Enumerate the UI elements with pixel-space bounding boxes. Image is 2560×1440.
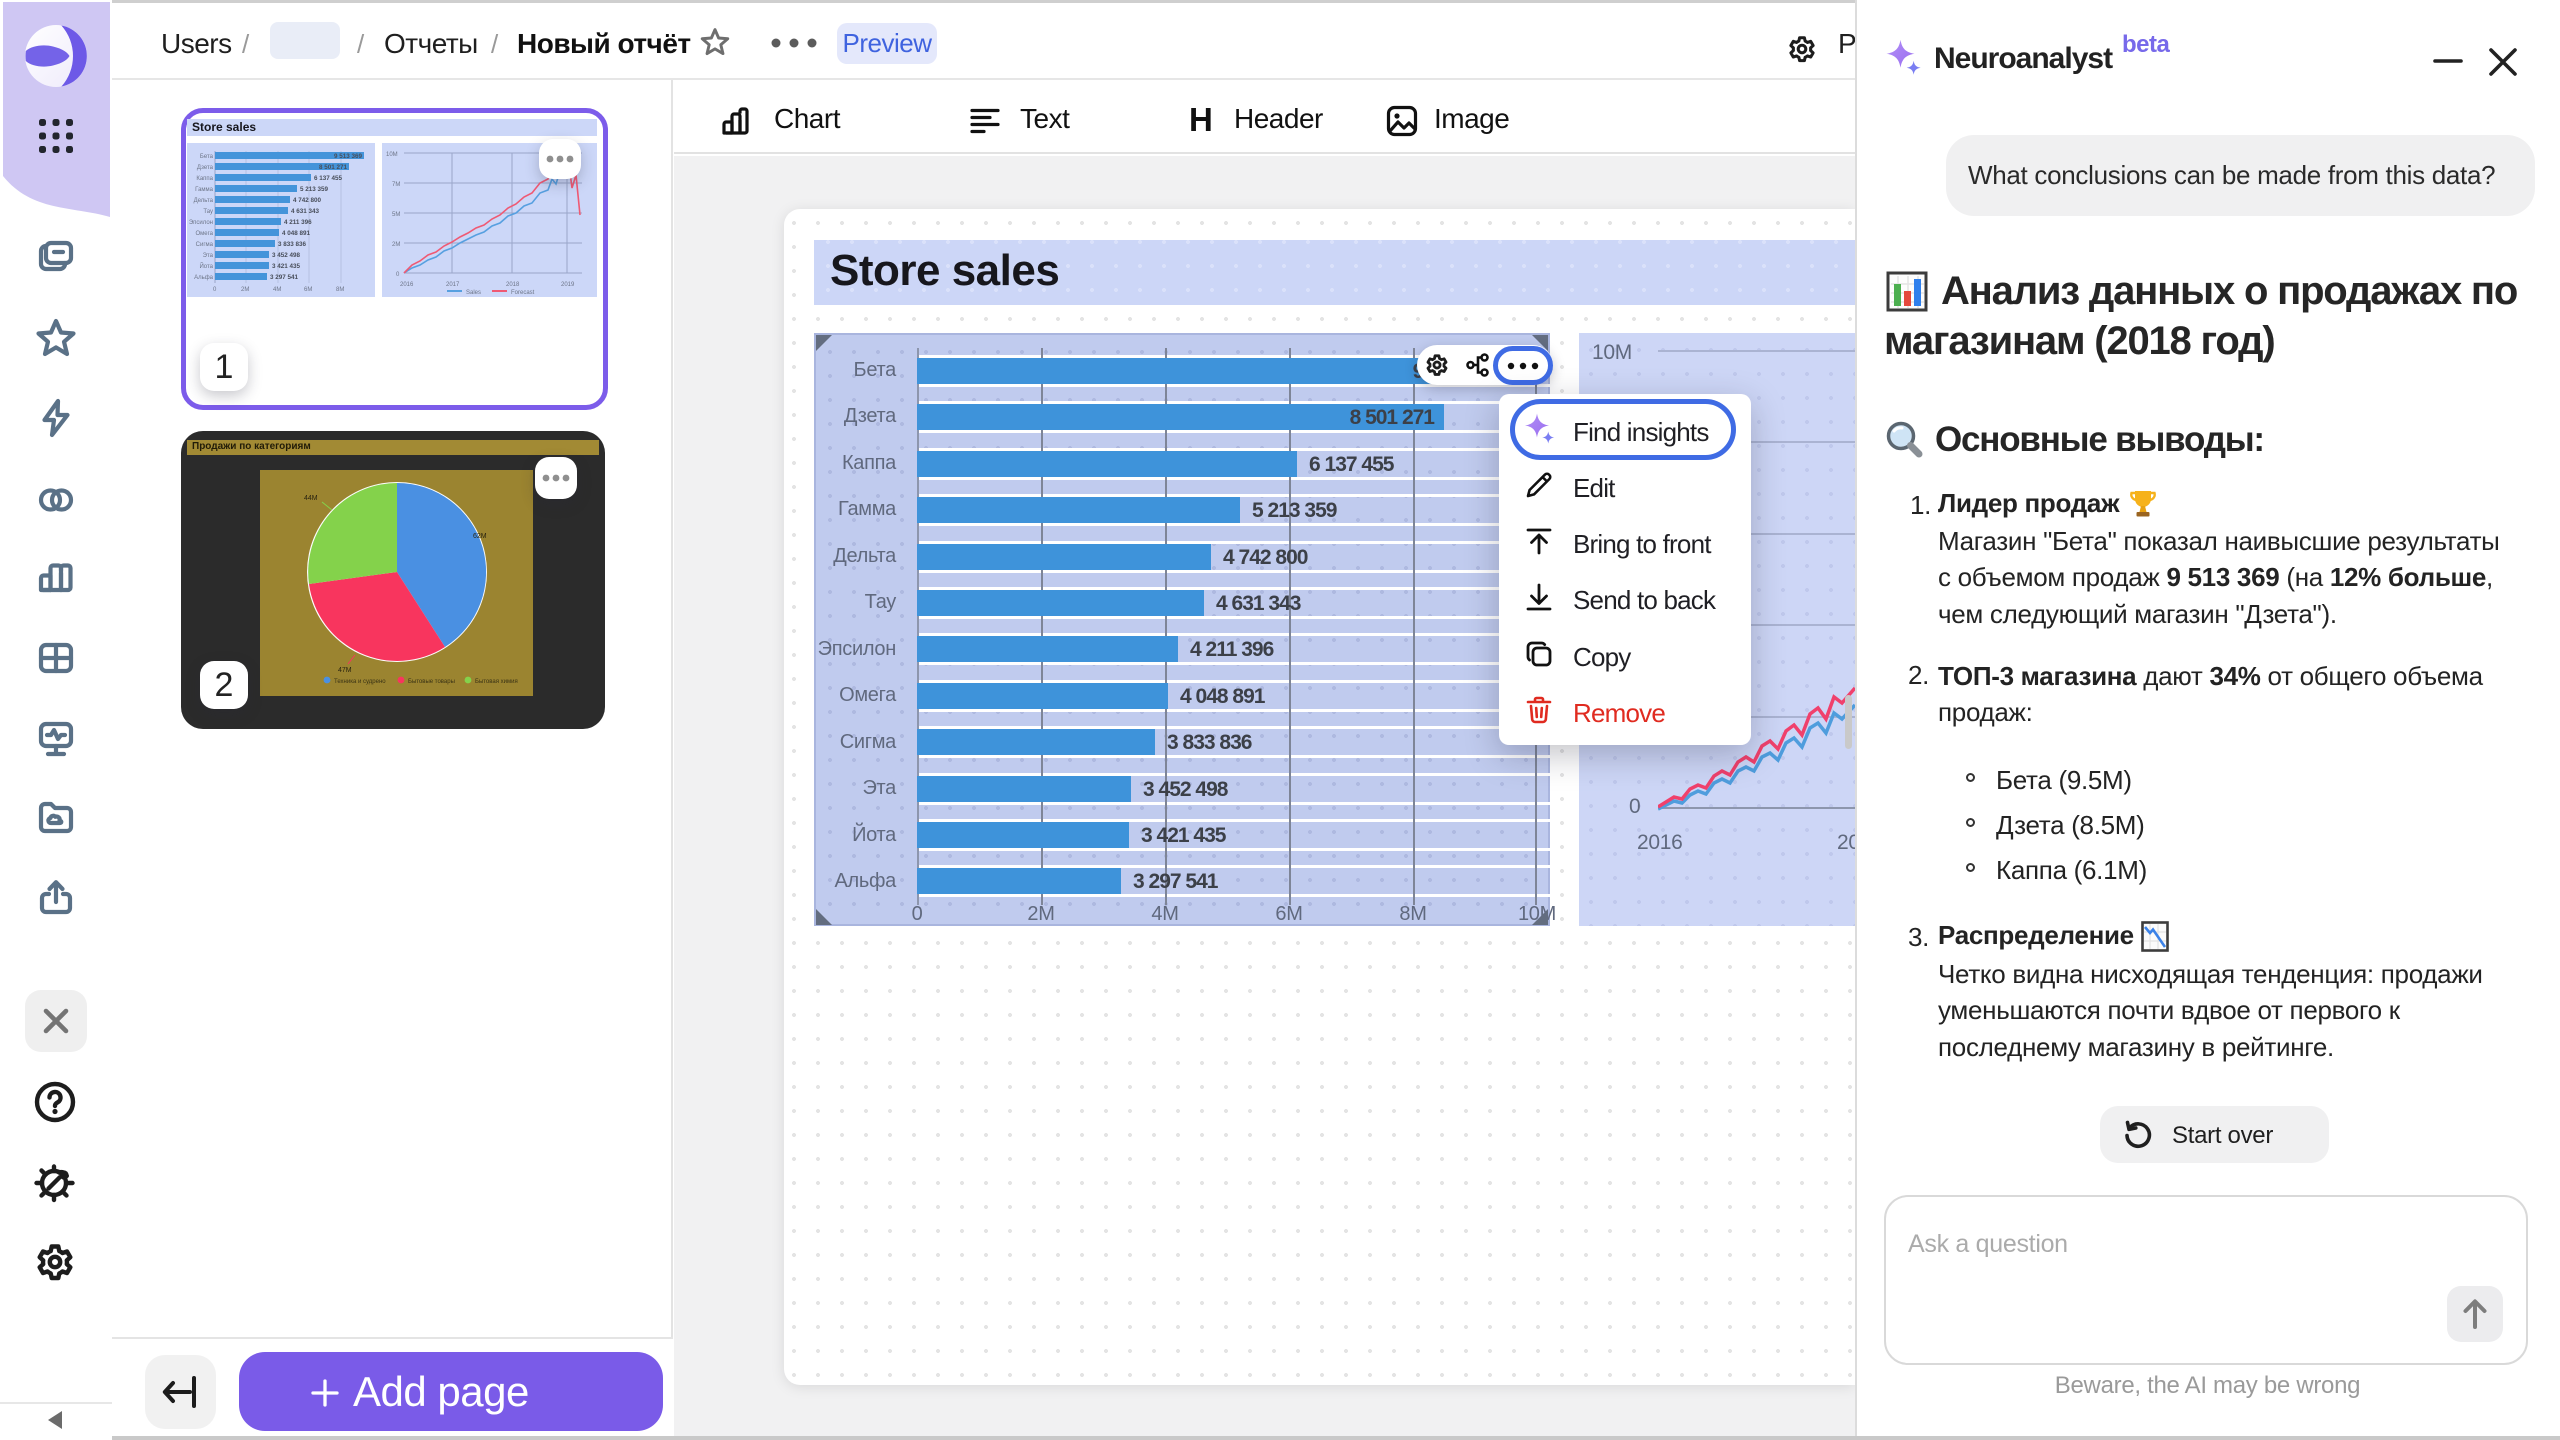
svg-text:2018: 2018 bbox=[506, 282, 520, 288]
svg-text:Бытовая химия: Бытовая химия bbox=[475, 679, 518, 685]
svg-text:9 513 369: 9 513 369 bbox=[334, 153, 363, 160]
svg-text:Альфа: Альфа bbox=[194, 275, 214, 281]
svg-text:2M: 2M bbox=[241, 287, 249, 293]
svg-text:3 452 498: 3 452 498 bbox=[272, 252, 301, 259]
svg-text:2M: 2M bbox=[392, 242, 400, 248]
svg-text:3 421 435: 3 421 435 bbox=[272, 263, 301, 270]
svg-text:3 833 836: 3 833 836 bbox=[278, 241, 307, 248]
svg-text:2017: 2017 bbox=[446, 282, 460, 288]
svg-text:8 501 271: 8 501 271 bbox=[319, 164, 348, 171]
svg-text:3 297 541: 3 297 541 bbox=[270, 274, 299, 281]
svg-text:8M: 8M bbox=[336, 287, 344, 293]
svg-text:Дельта: Дельта bbox=[194, 198, 214, 204]
svg-text:Каппа: Каппа bbox=[196, 176, 213, 182]
svg-text:44M: 44M bbox=[304, 495, 318, 502]
svg-text:Эпсилон: Эпсилон bbox=[189, 220, 213, 226]
svg-text:10M: 10M bbox=[386, 152, 398, 158]
svg-text:4 742 800: 4 742 800 bbox=[293, 197, 322, 204]
svg-text:Сигма: Сигма bbox=[196, 242, 214, 248]
svg-text:Эта: Эта bbox=[203, 253, 214, 259]
svg-text:6M: 6M bbox=[304, 287, 312, 293]
svg-text:2019: 2019 bbox=[561, 282, 575, 288]
svg-text:0: 0 bbox=[396, 272, 400, 278]
svg-text:Омега: Омега bbox=[195, 231, 213, 237]
svg-text:47M: 47M bbox=[338, 667, 352, 674]
svg-text:62M: 62M bbox=[473, 533, 487, 540]
svg-text:Тау: Тау bbox=[203, 209, 213, 215]
svg-text:Йота: Йота bbox=[199, 262, 213, 270]
svg-text:5M: 5M bbox=[392, 212, 400, 218]
svg-text:0: 0 bbox=[213, 287, 217, 293]
svg-text:Sales: Sales bbox=[466, 290, 481, 296]
svg-text:7M: 7M bbox=[392, 182, 400, 188]
svg-text:4 631 343: 4 631 343 bbox=[291, 208, 320, 215]
svg-text:Forecast: Forecast bbox=[511, 290, 535, 296]
svg-text:Гамма: Гамма bbox=[195, 187, 213, 193]
svg-text:Техника и судрено: Техника и судрено bbox=[334, 679, 386, 685]
svg-text:5 213 359: 5 213 359 bbox=[300, 186, 329, 193]
svg-text:6 137 455: 6 137 455 bbox=[314, 175, 343, 182]
svg-text:4 048 891: 4 048 891 bbox=[282, 230, 311, 237]
svg-text:Дзета: Дзета bbox=[197, 165, 214, 171]
svg-text:2016: 2016 bbox=[400, 282, 414, 288]
svg-text:4 211 396: 4 211 396 bbox=[284, 219, 312, 226]
svg-text:Бета: Бета bbox=[200, 154, 214, 160]
svg-text:4M: 4M bbox=[273, 287, 281, 293]
svg-text:Бытовые товары: Бытовые товары bbox=[408, 679, 455, 685]
